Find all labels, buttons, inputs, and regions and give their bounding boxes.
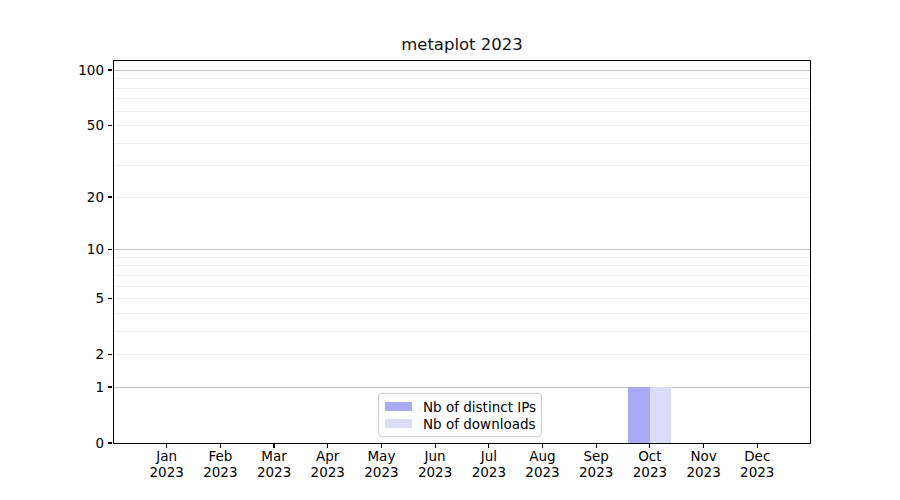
gridline-minor xyxy=(114,313,810,314)
legend: Nb of distinct IPs Nb of downloads xyxy=(378,393,542,437)
y-tick-label: 10 xyxy=(60,241,104,257)
gridline-minor xyxy=(114,257,810,258)
x-tick-month: Dec xyxy=(717,449,797,465)
gridline-major xyxy=(114,387,810,388)
y-tick-label: 2 xyxy=(60,346,104,362)
gridline-minor xyxy=(114,354,810,355)
legend-label-distinct-ips: Nb of distinct IPs xyxy=(423,399,536,415)
gridline-minor xyxy=(114,265,810,266)
legend-swatch-distinct-ips-icon xyxy=(385,402,412,411)
x-tick-label: Dec2023 xyxy=(717,449,797,480)
y-tick xyxy=(108,354,112,355)
gridline-minor xyxy=(114,331,810,332)
y-tick xyxy=(108,125,112,126)
plot-area xyxy=(113,60,811,444)
y-tick-label: 100 xyxy=(60,62,104,78)
y-tick-label: 1 xyxy=(60,379,104,395)
gridline-minor xyxy=(114,111,810,112)
gridline-minor xyxy=(114,78,810,79)
gridline-minor xyxy=(114,98,810,99)
chart-title: metaplot 2023 xyxy=(113,35,811,54)
bar-nb-of-downloads xyxy=(650,387,672,443)
legend-label-downloads: Nb of downloads xyxy=(423,416,536,432)
chart-figure: metaplot 2023 Nb of distinct IPs Nb of d… xyxy=(0,0,900,500)
legend-item-downloads: Nb of downloads xyxy=(385,416,533,432)
y-tick-label: 50 xyxy=(60,117,104,133)
gridline-minor xyxy=(114,275,810,276)
y-tick-label: 5 xyxy=(60,290,104,306)
legend-swatch-downloads-icon xyxy=(385,419,412,428)
gridline-major xyxy=(114,249,810,250)
gridline-minor xyxy=(114,197,810,198)
y-tick xyxy=(108,69,112,70)
y-tick xyxy=(108,386,112,387)
y-tick xyxy=(108,298,112,299)
gridline-minor xyxy=(114,286,810,287)
gridline-minor xyxy=(114,88,810,89)
x-tick-year: 2023 xyxy=(717,465,797,481)
y-tick xyxy=(108,196,112,197)
gridline-minor xyxy=(114,298,810,299)
gridline-major xyxy=(114,70,810,71)
y-tick xyxy=(108,249,112,250)
gridline-minor xyxy=(114,125,810,126)
legend-item-distinct-ips: Nb of distinct IPs xyxy=(385,399,533,415)
gridline-minor xyxy=(114,143,810,144)
bar-nb-of-distinct-ips xyxy=(628,387,650,443)
y-tick-label: 20 xyxy=(60,189,104,205)
y-tick-label: 0 xyxy=(60,435,104,451)
gridline-minor xyxy=(114,165,810,166)
y-tick xyxy=(108,442,112,443)
